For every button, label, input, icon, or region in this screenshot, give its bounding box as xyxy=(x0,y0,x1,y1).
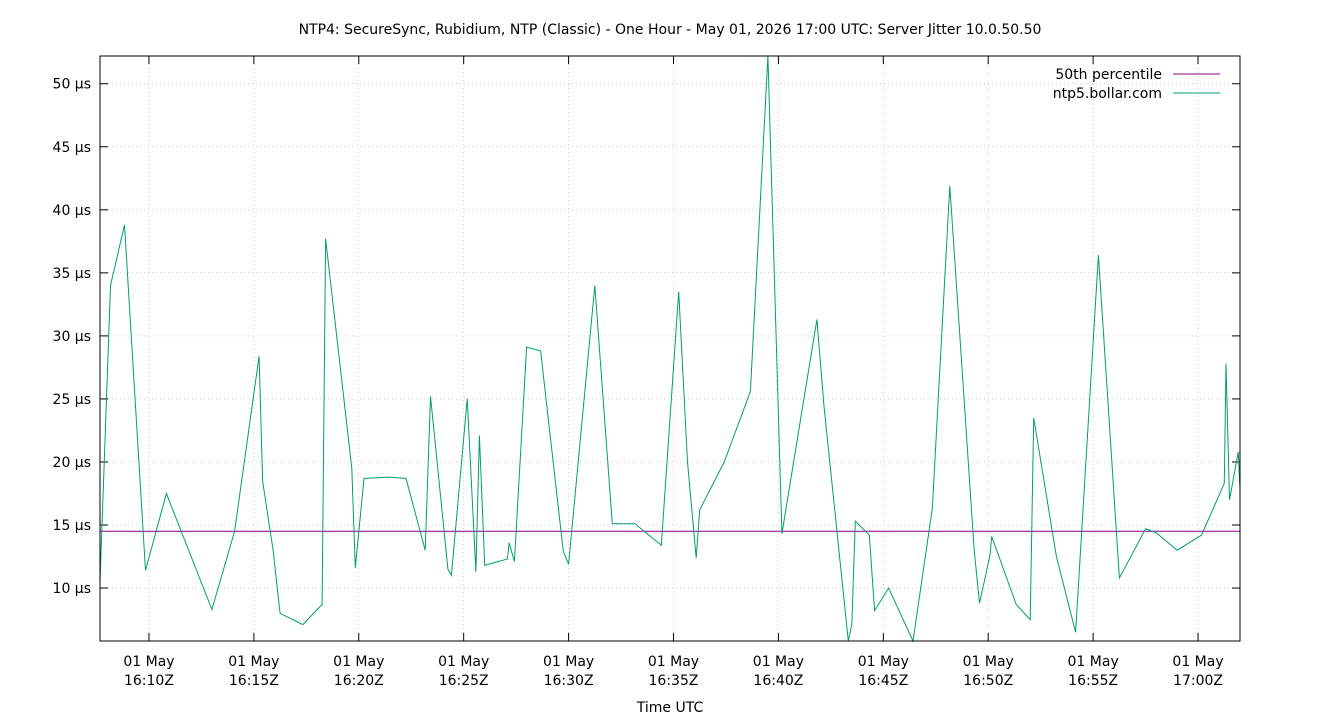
y-tick-label: 15 µs xyxy=(53,518,91,534)
x-tick-label-date: 01 May xyxy=(648,654,699,670)
y-tick-label: 20 µs xyxy=(53,455,91,471)
x-tick-label-date: 01 May xyxy=(333,654,384,670)
series-line-ntp5-bollar-com xyxy=(99,55,1241,643)
x-tick-label-time: 16:35Z xyxy=(649,673,699,689)
x-tick-label-time: 16:20Z xyxy=(334,673,384,689)
x-tick-label-time: 16:45Z xyxy=(858,673,908,689)
x-tick-label-date: 01 May xyxy=(543,654,594,670)
x-tick-label-time: 16:10Z xyxy=(124,673,174,689)
series-lines xyxy=(99,55,1241,643)
y-tick-label: 35 µs xyxy=(53,266,91,282)
x-axis: 01 May 16:10Z 01 May 16:15Z 01 May 16:20Z 01 M… xyxy=(123,56,1224,689)
x-tick-label-date: 01 May xyxy=(1068,654,1119,670)
x-tick-label-date: 01 May xyxy=(858,654,909,670)
plot-frame xyxy=(99,55,1241,642)
y-tick-label: 40 µs xyxy=(53,203,91,219)
x-tick-label-time: 16:50Z xyxy=(963,673,1013,689)
x-tick-label-date: 01 May xyxy=(753,654,804,670)
x-tick-label-time: 16:55Z xyxy=(1068,673,1118,689)
x-axis-label: Time UTC xyxy=(636,700,704,716)
x-tick-label-time: 16:25Z xyxy=(439,673,489,689)
x-tick-label-time: 17:00Z xyxy=(1173,673,1223,689)
legend-label-50th-percentile: 50th percentile xyxy=(1055,67,1162,83)
y-tick-label: 30 µs xyxy=(53,329,91,345)
x-tick-label-date: 01 May xyxy=(123,654,174,670)
x-tick-label-date: 01 May xyxy=(1172,654,1223,670)
y-tick-label: 25 µs xyxy=(53,392,91,408)
x-tick-label-time: 16:40Z xyxy=(753,673,803,689)
chart-title: NTP4: SecureSync, Rubidium, NTP (Classic… xyxy=(299,22,1042,38)
legend: 50th percentile ntp5.bollar.com xyxy=(1053,67,1220,102)
x-tick-label-date: 01 May xyxy=(963,654,1014,670)
y-tick-label: 45 µs xyxy=(53,140,91,156)
x-tick-label-date: 01 May xyxy=(438,654,489,670)
y-axis: 10 µs 15 µs 20 µs 25 µs 30 µs 35 µs 40 µs 45 µs… xyxy=(53,77,1240,597)
legend-label-ntp5-bollar-com: ntp5.bollar.com xyxy=(1053,86,1162,102)
x-tick-label-date: 01 May xyxy=(228,654,279,670)
grid-lines xyxy=(100,56,1240,641)
y-tick-label: 10 µs xyxy=(53,581,91,597)
y-tick-label: 50 µs xyxy=(53,77,91,93)
x-tick-label-time: 16:30Z xyxy=(544,673,594,689)
x-tick-label-time: 16:15Z xyxy=(229,673,279,689)
